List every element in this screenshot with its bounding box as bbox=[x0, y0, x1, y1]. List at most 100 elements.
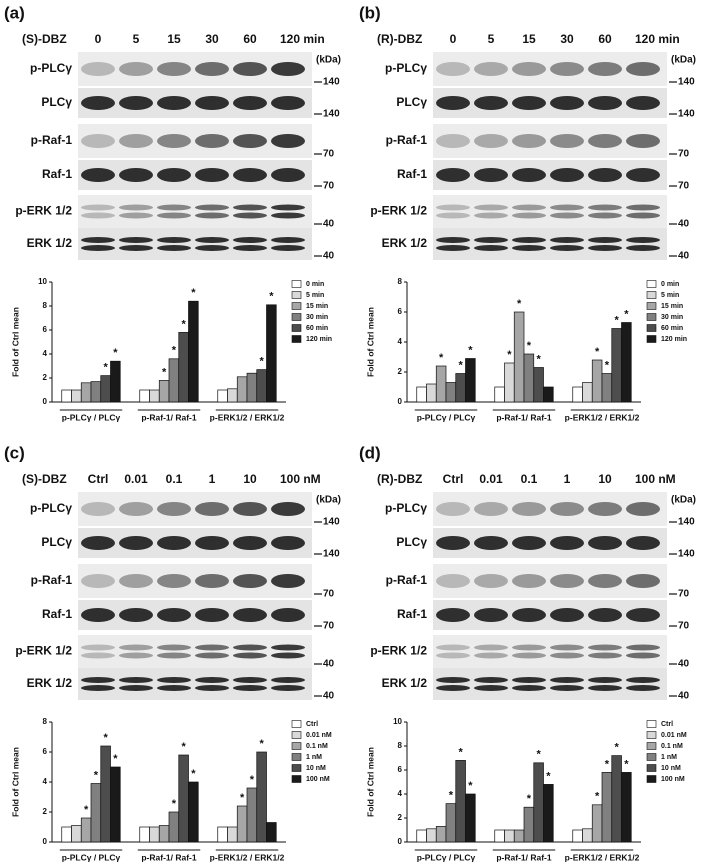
significance-star: * bbox=[181, 741, 186, 753]
blot-band bbox=[626, 212, 660, 219]
x-tick-label: p-Raf-1/ Raf-1 bbox=[496, 852, 552, 862]
blot-strip bbox=[78, 195, 312, 228]
bar bbox=[90, 783, 102, 843]
row-label: PLCγ bbox=[41, 95, 72, 109]
bar bbox=[494, 386, 505, 403]
blot-band bbox=[233, 62, 267, 76]
bar bbox=[110, 360, 121, 403]
blot-band bbox=[195, 574, 229, 588]
y-tick-label: 8 bbox=[43, 717, 48, 726]
blot-band bbox=[512, 168, 546, 182]
blot-band bbox=[271, 245, 305, 251]
blot-band bbox=[474, 536, 508, 550]
blot-band bbox=[474, 96, 508, 110]
bar bbox=[591, 359, 603, 403]
legend-swatch bbox=[291, 753, 302, 761]
blot-band bbox=[512, 685, 546, 691]
blot-band bbox=[119, 62, 153, 76]
blot-band bbox=[81, 502, 115, 516]
legend-swatch bbox=[291, 291, 302, 299]
lane-label: 0 bbox=[95, 32, 102, 46]
blot-band bbox=[512, 134, 546, 148]
significance-star: * bbox=[94, 769, 99, 781]
blot-band bbox=[512, 62, 546, 76]
bar bbox=[246, 787, 258, 843]
bar bbox=[188, 300, 199, 403]
legend-swatch bbox=[291, 335, 302, 343]
y-tick-label: 10 bbox=[393, 717, 402, 726]
legend-swatch bbox=[291, 764, 302, 772]
significance-star: * bbox=[605, 758, 610, 770]
bar bbox=[178, 754, 189, 843]
blot-band bbox=[195, 237, 229, 243]
legend-label: 120 min bbox=[661, 336, 687, 343]
blot-band bbox=[195, 502, 229, 516]
bar bbox=[572, 386, 583, 403]
legend-label: 10 nM bbox=[661, 765, 681, 772]
y-tick-label: 8 bbox=[398, 277, 403, 286]
bar bbox=[416, 829, 427, 843]
blot-band bbox=[81, 168, 115, 182]
row-label: Raf-1 bbox=[397, 167, 427, 181]
blot-band bbox=[119, 644, 153, 651]
blot-band bbox=[233, 502, 267, 516]
blot-band bbox=[119, 502, 153, 516]
blot-band bbox=[550, 212, 584, 219]
lane-label: 0.01 bbox=[479, 472, 503, 486]
y-tick-label: 6 bbox=[43, 325, 48, 334]
blot-band bbox=[550, 644, 584, 651]
panel-label: (b) bbox=[359, 3, 381, 22]
blot-band bbox=[588, 212, 622, 219]
blot-band bbox=[233, 608, 267, 622]
blot-band bbox=[550, 62, 584, 76]
blot-strip bbox=[78, 635, 312, 668]
blot-band bbox=[119, 96, 153, 110]
blot-band bbox=[626, 644, 660, 651]
significance-star: * bbox=[468, 344, 473, 356]
legend-swatch bbox=[646, 291, 657, 299]
blot-band bbox=[474, 574, 508, 588]
y-tick-label: 4 bbox=[43, 349, 48, 358]
blot-band bbox=[626, 245, 660, 251]
lane-label: 10 bbox=[243, 472, 257, 486]
blot-band bbox=[474, 245, 508, 251]
marker-label: 140 bbox=[323, 517, 340, 528]
blot-band bbox=[119, 574, 153, 588]
kda-label: (kDa) bbox=[316, 55, 341, 66]
blot-band bbox=[588, 134, 622, 148]
y-axis-title: Fold of Ctrl mean bbox=[365, 747, 375, 817]
bar bbox=[543, 386, 554, 403]
bar bbox=[158, 380, 170, 403]
blot-band bbox=[271, 204, 305, 211]
blot-band bbox=[233, 536, 267, 550]
legend-label: 100 nM bbox=[306, 776, 330, 783]
legend-label: 1 nM bbox=[306, 754, 322, 761]
blot-band bbox=[626, 62, 660, 76]
blot-band bbox=[626, 685, 660, 691]
bar bbox=[426, 828, 437, 843]
y-tick-label: 0 bbox=[43, 397, 48, 406]
blot-band bbox=[195, 536, 229, 550]
blot-band bbox=[512, 204, 546, 211]
blot-band bbox=[436, 62, 470, 76]
row-label: p-ERK 1/2 bbox=[15, 644, 72, 658]
panel-label: (c) bbox=[4, 443, 25, 462]
blot-band bbox=[119, 685, 153, 691]
significance-star: * bbox=[595, 791, 600, 803]
blot-band bbox=[626, 134, 660, 148]
blot-band bbox=[157, 245, 191, 251]
lane-label: 100 nM bbox=[280, 472, 321, 486]
panel-label: (a) bbox=[4, 3, 25, 22]
blot-band bbox=[81, 237, 115, 243]
significance-star: * bbox=[162, 366, 167, 378]
blot-band bbox=[157, 502, 191, 516]
legend-swatch bbox=[291, 742, 302, 750]
significance-star: * bbox=[458, 746, 463, 758]
bar bbox=[80, 382, 92, 403]
significance-star: * bbox=[614, 742, 619, 754]
y-tick-label: 8 bbox=[43, 301, 48, 310]
blot-band bbox=[233, 168, 267, 182]
blot-band bbox=[512, 212, 546, 219]
legend-swatch bbox=[646, 313, 657, 321]
blot-band bbox=[271, 652, 305, 659]
